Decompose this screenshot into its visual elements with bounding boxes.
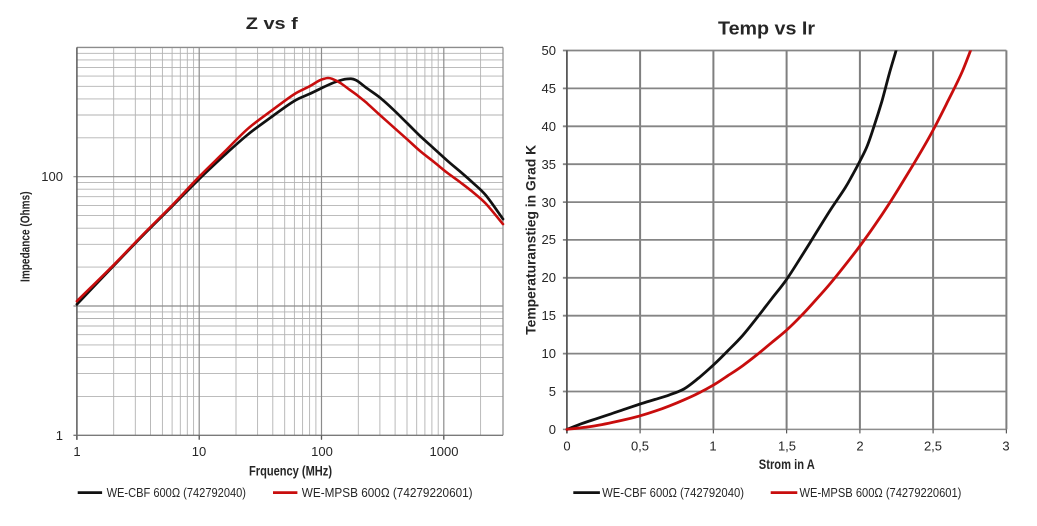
svg-text:1000: 1000 bbox=[430, 444, 459, 459]
svg-text:2,5: 2,5 bbox=[924, 439, 942, 454]
svg-text:100: 100 bbox=[41, 169, 63, 184]
svg-text:WE-MPSB 600Ω (74279220601): WE-MPSB 600Ω (74279220601) bbox=[800, 485, 962, 500]
svg-text:WE-CBF 600Ω (742792040): WE-CBF 600Ω (742792040) bbox=[602, 485, 744, 500]
svg-text:1: 1 bbox=[56, 428, 63, 443]
svg-text:0: 0 bbox=[563, 439, 570, 454]
svg-text:3: 3 bbox=[1002, 439, 1009, 454]
svg-text:35: 35 bbox=[542, 157, 556, 172]
svg-text:100: 100 bbox=[311, 444, 333, 459]
svg-text:2: 2 bbox=[856, 439, 863, 454]
svg-text:Temperaturanstieg in Grad K: Temperaturanstieg in Grad K bbox=[524, 145, 539, 335]
svg-text:0,5: 0,5 bbox=[631, 439, 649, 454]
svg-text:30: 30 bbox=[542, 195, 556, 210]
svg-text:Frquency (MHz): Frquency (MHz) bbox=[249, 464, 332, 479]
svg-text:Temp vs Ir: Temp vs Ir bbox=[718, 19, 815, 39]
svg-text:5: 5 bbox=[549, 384, 556, 399]
svg-text:WE-CBF 600Ω (742792040): WE-CBF 600Ω (742792040) bbox=[107, 485, 246, 500]
svg-text:Strom in A: Strom in A bbox=[759, 457, 815, 472]
svg-text:25: 25 bbox=[542, 232, 556, 247]
svg-text:1,5: 1,5 bbox=[778, 439, 796, 454]
svg-text:40: 40 bbox=[542, 119, 556, 134]
svg-text:WE-MPSB 600Ω (74279220601): WE-MPSB 600Ω (74279220601) bbox=[302, 485, 473, 500]
svg-text:10: 10 bbox=[542, 346, 556, 361]
svg-text:50: 50 bbox=[542, 43, 556, 58]
svg-text:20: 20 bbox=[542, 270, 556, 285]
svg-text:10: 10 bbox=[192, 444, 206, 459]
svg-text:Impedance (Ohms): Impedance (Ohms) bbox=[19, 191, 33, 282]
svg-text:1: 1 bbox=[73, 444, 80, 459]
svg-text:Z vs f: Z vs f bbox=[246, 14, 298, 33]
svg-text:45: 45 bbox=[542, 81, 556, 96]
svg-text:1: 1 bbox=[709, 439, 716, 454]
svg-text:15: 15 bbox=[542, 308, 556, 323]
svg-text:0: 0 bbox=[549, 422, 556, 437]
